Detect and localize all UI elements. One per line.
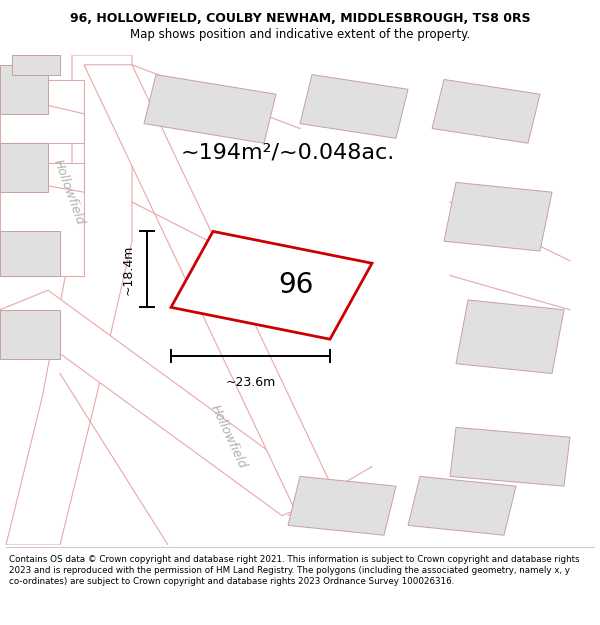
Text: ~18.4m: ~18.4m [122,244,135,294]
Polygon shape [12,55,60,74]
Polygon shape [144,74,276,143]
Text: Contains OS data © Crown copyright and database right 2021. This information is : Contains OS data © Crown copyright and d… [9,554,580,586]
Polygon shape [408,476,516,535]
Text: 96: 96 [278,271,313,299]
Text: 96, HOLLOWFIELD, COULBY NEWHAM, MIDDLESBROUGH, TS8 0RS: 96, HOLLOWFIELD, COULBY NEWHAM, MIDDLESB… [70,12,530,25]
Text: Map shows position and indicative extent of the property.: Map shows position and indicative extent… [130,28,470,41]
Polygon shape [300,74,408,138]
Polygon shape [0,143,48,192]
Polygon shape [450,428,570,486]
Polygon shape [0,231,60,276]
Polygon shape [0,310,60,359]
Text: ~194m²/~0.048ac.: ~194m²/~0.048ac. [181,143,395,163]
Text: ~23.6m: ~23.6m [226,376,275,389]
Text: Hollowfield: Hollowfield [208,403,248,471]
Text: Hollowfield: Hollowfield [51,158,87,227]
Polygon shape [84,65,348,521]
Polygon shape [288,476,396,535]
Polygon shape [0,79,84,143]
Polygon shape [456,300,564,374]
Polygon shape [171,231,372,339]
Polygon shape [0,290,330,516]
Polygon shape [432,79,540,143]
Polygon shape [6,55,132,545]
Polygon shape [444,182,552,251]
Polygon shape [0,65,48,114]
Polygon shape [0,162,84,276]
